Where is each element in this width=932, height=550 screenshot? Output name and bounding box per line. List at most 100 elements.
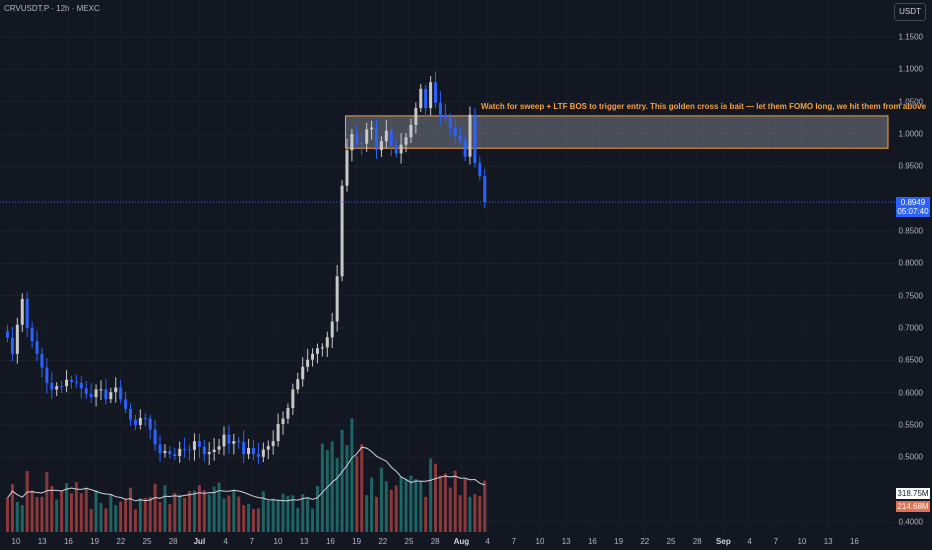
volume-bar <box>74 482 78 532</box>
candle-body <box>10 337 14 354</box>
candle-body <box>384 130 388 142</box>
volume-bar <box>143 497 147 532</box>
bar-countdown: 05:07:40 <box>897 207 929 216</box>
candle-body <box>296 379 300 390</box>
volume-bar <box>360 444 364 532</box>
candle-body <box>109 392 113 400</box>
volume-bar <box>404 479 408 532</box>
volume-bar <box>69 493 73 532</box>
volume-bar <box>301 494 305 532</box>
candle-body <box>50 382 54 390</box>
candle-body <box>197 441 201 447</box>
candle-body <box>394 145 398 154</box>
volume-bar <box>478 496 482 532</box>
candle-body <box>217 446 221 450</box>
candle-body <box>40 353 44 368</box>
candle-body <box>129 408 132 420</box>
candle-body <box>178 448 182 457</box>
candle-body <box>69 379 73 383</box>
trade-annotation[interactable]: Watch for sweep + LTF BOS to trigger ent… <box>481 102 927 111</box>
candle-body <box>463 140 467 157</box>
candle-body <box>389 130 393 146</box>
volume-bar <box>188 491 192 532</box>
volume-bar <box>384 481 388 532</box>
candle-body <box>89 393 93 398</box>
volume-bar <box>20 505 24 532</box>
volume-bar <box>65 483 69 532</box>
candle-body <box>306 359 310 367</box>
time-tick-label: 13 <box>561 537 571 546</box>
candle-body <box>340 185 344 277</box>
candle-body <box>202 446 206 455</box>
volume-bar <box>345 444 349 532</box>
candle-body <box>468 114 472 157</box>
time-tick-label: 4 <box>747 537 752 546</box>
volume-bar <box>389 489 393 532</box>
volume-bar <box>124 499 128 532</box>
volume-bar <box>212 486 216 532</box>
time-tick-label: 13 <box>823 537 833 546</box>
volume-bar <box>153 483 157 532</box>
candle-body <box>124 399 128 409</box>
candle-body <box>99 389 103 391</box>
candle-body <box>6 331 9 338</box>
volume-current-badge: 214.68M <box>896 501 930 512</box>
time-tick-label: 22 <box>116 537 126 546</box>
volume-bar <box>419 480 423 532</box>
candle-body <box>483 176 487 202</box>
candle-body <box>311 353 315 360</box>
time-tick-label: 16 <box>849 537 859 546</box>
candle-body <box>291 389 295 409</box>
volume-bar <box>468 496 472 532</box>
time-tick-label: 19 <box>90 537 100 546</box>
volume-moving-average <box>7 446 485 502</box>
candle-body <box>458 135 462 141</box>
volume-bar <box>207 494 211 532</box>
currency-selector[interactable]: USDT <box>894 3 926 21</box>
candle-body <box>207 452 211 455</box>
time-tick-label: Jul <box>193 537 206 546</box>
candle-body <box>60 386 64 388</box>
candle-body <box>424 88 428 109</box>
candle-body <box>237 441 241 443</box>
time-tick-label: 4 <box>485 537 490 546</box>
time-tick-label: 13 <box>37 537 47 546</box>
supply-zone[interactable] <box>344 115 889 149</box>
volume-bar <box>6 497 9 532</box>
volume-bar <box>443 473 447 532</box>
candle-body <box>79 382 83 389</box>
volume-bar <box>60 490 64 532</box>
volume-bar <box>276 499 280 532</box>
volume-bar <box>291 495 295 532</box>
volume-bar <box>168 504 172 532</box>
volume-bar <box>463 478 467 532</box>
volume-bar <box>261 491 265 532</box>
candle-body <box>222 434 226 447</box>
candle-body <box>335 276 339 322</box>
volume-bar <box>35 496 39 532</box>
candle-body <box>478 163 482 177</box>
price-tick-label: 0.6000 <box>898 388 923 398</box>
candle-body <box>212 449 216 453</box>
volume-bar <box>271 498 275 532</box>
candle-body <box>438 102 442 115</box>
candle-body <box>473 114 477 164</box>
chart-grid <box>0 36 895 523</box>
price-tick-label: 1.1000 <box>898 64 923 74</box>
candle-body <box>276 423 280 442</box>
volume-bar <box>370 477 374 532</box>
candle-body <box>360 143 364 145</box>
volume-bar <box>237 496 241 532</box>
time-tick-label: 22 <box>378 537 388 546</box>
volume-bar <box>458 495 462 532</box>
candle-body <box>35 341 39 354</box>
volume-bar <box>119 501 123 532</box>
volume-bar <box>109 494 113 532</box>
volume-bar <box>30 490 34 532</box>
candle-body <box>320 347 324 349</box>
volume-bar <box>148 496 152 532</box>
volume-bar <box>409 475 413 532</box>
candle-body <box>399 144 403 154</box>
volume-bar <box>375 496 378 532</box>
